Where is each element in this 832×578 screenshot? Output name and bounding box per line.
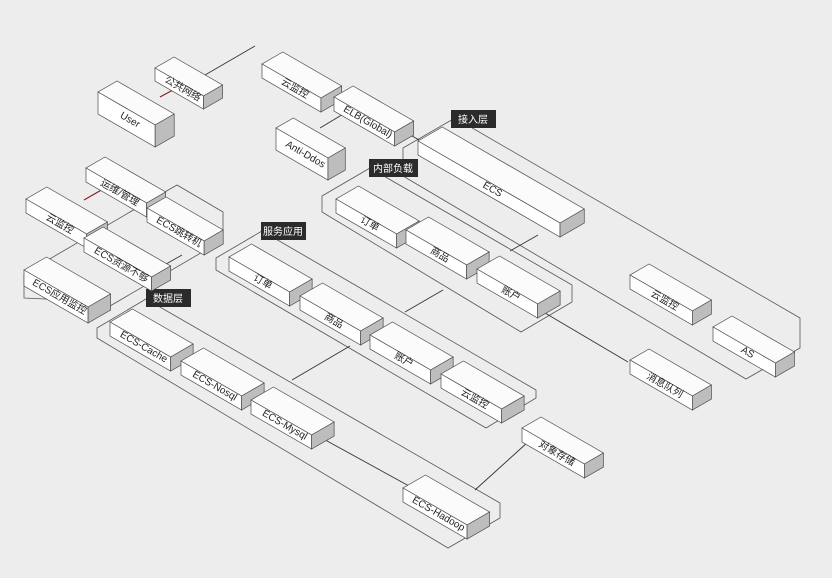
- lb-account-node-side: [537, 290, 561, 319]
- ecs-jump-host-node-side: [203, 229, 224, 256]
- ecs-mysql-node: ECS-Mysql: [250, 386, 335, 450]
- as-node: AS: [712, 315, 796, 378]
- data-layer-label: 数据层: [153, 292, 183, 305]
- ecs-main-node-side: [559, 208, 585, 238]
- ecs-resource-shortage-node-side: [151, 265, 171, 292]
- elb-global-node-side: [394, 120, 415, 147]
- ecs-hadoop-node: ECS-Hadoop: [402, 474, 491, 540]
- user-node-side: [154, 113, 175, 148]
- ecs-mysql-node-side: [311, 421, 335, 450]
- message-queue-node-side: [692, 384, 712, 411]
- ecs-app-monitor-node: ECS应用监控: [23, 256, 112, 324]
- app-cloud-monitor-node: 云监控: [440, 360, 525, 424]
- object-storage-node-side: [584, 452, 604, 479]
- ecs-main-node: ECS: [417, 126, 585, 238]
- zone-tags: 接入层 内部负载 服务应用 数据层: [146, 110, 496, 307]
- public-network-node-side: [203, 84, 223, 110]
- service-app-label: 服务应用: [263, 225, 303, 238]
- lb-product-node: 商品: [405, 216, 490, 280]
- anti-ddos-node: Anti-Ddos: [275, 117, 346, 181]
- ecs-hadoop-node-side: [466, 511, 490, 540]
- cloud-monitor-top-node: 云监控: [261, 51, 343, 113]
- anti-ddos-node-side: [327, 147, 346, 181]
- access-layer-label: 接入层: [458, 113, 488, 126]
- as-cloud-monitor-node-side: [692, 299, 712, 326]
- lb-account-node: 账户: [476, 255, 561, 319]
- message-queue-node: 消息队列: [629, 348, 713, 411]
- access-layer-tag: 接入层: [451, 110, 496, 128]
- as-cloud-monitor-node: 云监控: [629, 263, 713, 326]
- public-network-node: 公共网络: [154, 56, 224, 110]
- user-node: User: [97, 80, 175, 148]
- as-node-side: [775, 351, 795, 378]
- object-storage-node: 对象存储: [521, 416, 605, 479]
- app-product-node: 商品: [299, 282, 384, 346]
- app-order-node: 订单: [228, 243, 313, 307]
- elb-global-node: ELB(Global): [333, 85, 415, 147]
- app-cloud-monitor-node-side: [501, 395, 525, 424]
- ecs-main-node-top: [417, 126, 585, 224]
- internal-lb-label: 内部负载: [373, 162, 413, 175]
- ecs-app-monitor-node-side: [87, 293, 111, 324]
- data-layer-tag: 数据层: [146, 289, 191, 307]
- ecs-resource-shortage-node: ECS资源不够: [83, 226, 172, 292]
- internal-lb-tag: 内部负载: [369, 159, 418, 177]
- service-app-tag: 服务应用: [261, 222, 306, 240]
